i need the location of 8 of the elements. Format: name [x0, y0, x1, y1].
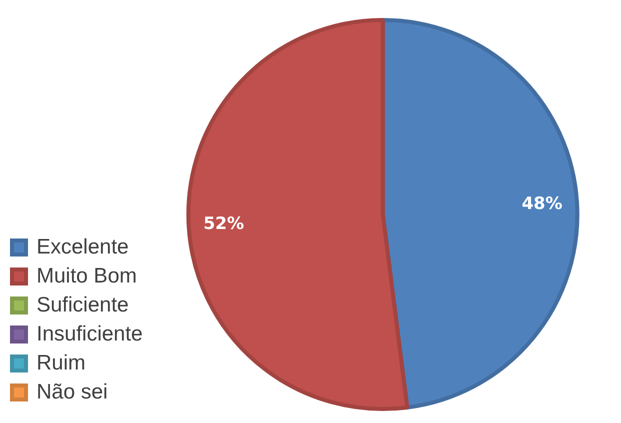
legend-label: Suficiente: [36, 293, 129, 316]
legend-label: Insuficiente: [36, 322, 143, 346]
legend-label: Excelente: [36, 235, 129, 258]
legend-label: Muito Bom: [36, 264, 137, 288]
legend-label: Não sei: [36, 380, 108, 404]
data-label: 48%: [522, 194, 562, 214]
data-label: 52%: [203, 214, 244, 234]
legend-label: Ruim: [36, 351, 86, 374]
